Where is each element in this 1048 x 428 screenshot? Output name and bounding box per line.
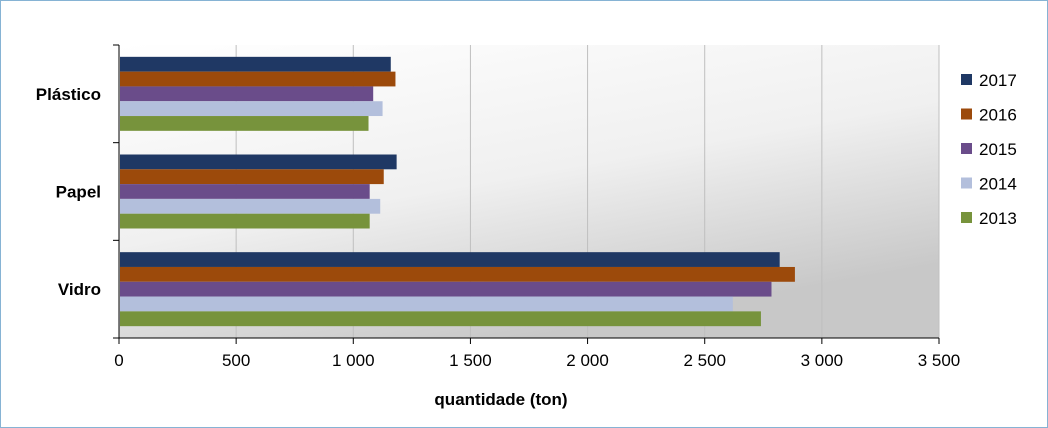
bar-2014-2 [120,296,733,312]
x-tick-label: 1 500 [449,351,492,370]
bar-2013-1 [120,213,370,229]
x-tick-label: 2 000 [566,351,609,370]
bars [120,56,795,327]
x-axis-title: quantidade (ton) [434,390,567,409]
category-label: Plástico [36,85,101,104]
bar-2017-0 [120,56,391,72]
x-tick-label: 1 000 [332,351,375,370]
bar-2014-0 [120,101,383,117]
category-label: Papel [56,183,101,202]
x-tick-label: 0 [114,351,123,370]
category-label: Vidro [58,280,101,299]
legend: 2017 2016 2015 2014 2013 [961,71,1017,228]
category-labels: Plástico Papel Vidro [36,85,101,299]
bar-2017-1 [120,154,397,170]
legend-swatch [961,108,972,120]
bar-2016-0 [120,71,396,87]
bar-2013-0 [120,116,369,131]
bar-2015-1 [120,184,370,199]
x-tick-label: 500 [222,351,250,370]
bar-2013-2 [120,311,761,327]
legend-label: 2013 [979,209,1017,228]
legend-label: 2017 [979,71,1017,90]
x-tick-labels: 0 500 1 000 1 500 2 000 2 500 3 000 3 500 [114,351,960,370]
legend-swatch [961,212,972,223]
legend-swatch [961,143,972,154]
bar-2015-0 [120,86,374,102]
legend-label: 2016 [979,106,1017,125]
x-tick-label: 3 500 [918,351,961,370]
x-tick-label: 3 000 [801,351,844,370]
bar-2015-2 [120,281,772,297]
legend-label: 2015 [979,140,1017,159]
bar-2016-2 [120,266,795,282]
bar-2017-2 [120,252,780,267]
bar-2014-1 [120,198,381,214]
bar-2016-1 [120,169,384,185]
axes [113,44,940,344]
legend-swatch [961,177,972,189]
x-tick-label: 2 500 [683,351,726,370]
legend-swatch [961,74,972,85]
legend-label: 2014 [979,175,1017,194]
